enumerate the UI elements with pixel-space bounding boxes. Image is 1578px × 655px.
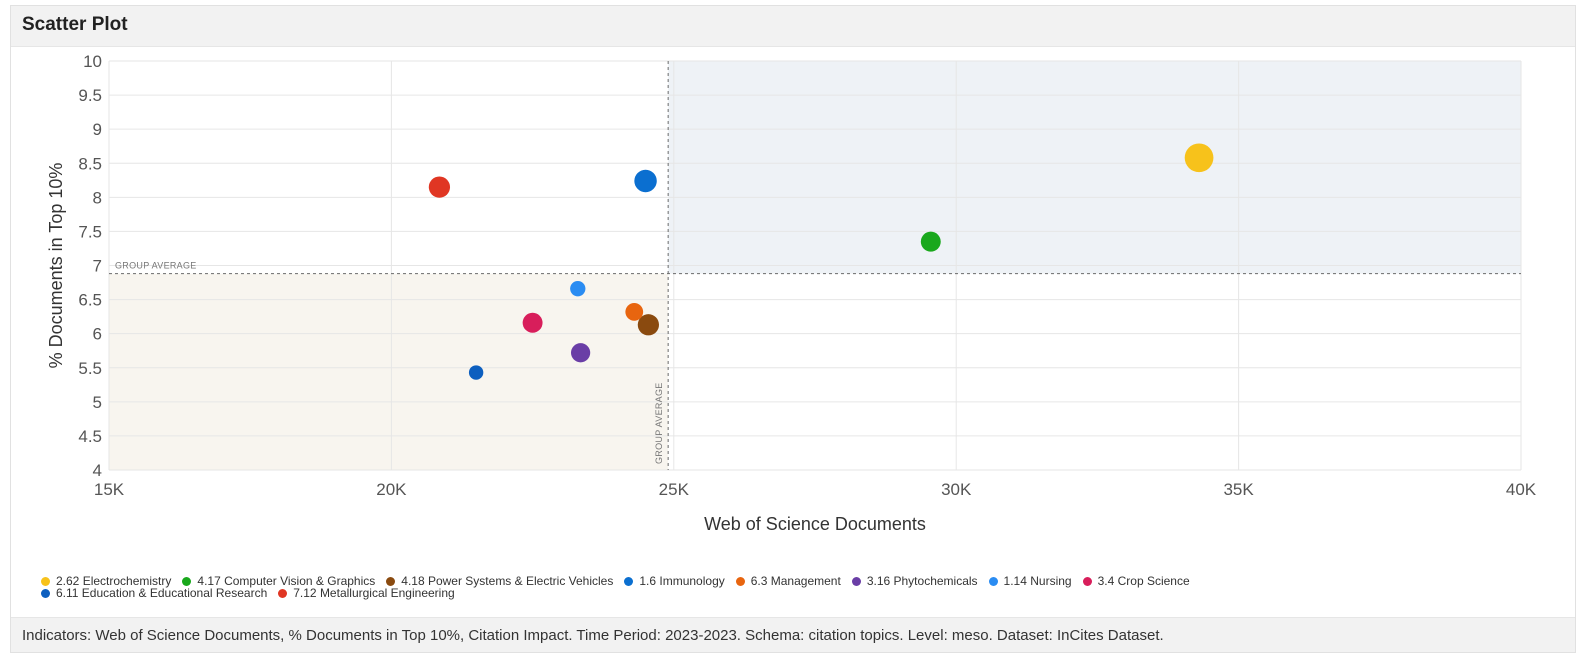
- bubble-point: [920, 231, 941, 252]
- legend-label: 1.6 Immunology: [639, 574, 725, 588]
- legend-label: 6.3 Management: [750, 574, 841, 588]
- y-tick-label: 4: [93, 461, 102, 480]
- lower-left-quadrant: [109, 273, 669, 470]
- bubble-point: [634, 169, 657, 193]
- x-axis-title: Web of Science Documents: [704, 514, 926, 534]
- legend-label: 7.12 Metallurgical Engineering: [293, 586, 455, 600]
- legend-label: 4.17 Computer Vision & Graphics: [197, 574, 376, 588]
- footer-text: Indicators: Web of Science Documents, % …: [22, 627, 1164, 644]
- legend-item[interactable]: 2.62 Electrochemistry: [41, 575, 171, 587]
- legend-color-dot: [624, 576, 634, 586]
- x-tick-label: 35K: [1223, 480, 1254, 499]
- y-tick-label: 5: [93, 393, 102, 412]
- legend-label: 3.16 Phytochemicals: [866, 574, 978, 588]
- legend-row: 6.11 Education & Educational Research 7.1…: [41, 587, 1341, 599]
- y-tick-label: 6.5: [78, 291, 102, 310]
- y-tick-label: 4.5: [78, 427, 102, 446]
- bubble-point: [625, 302, 644, 321]
- legend-item[interactable]: 3.16 Phytochemicals: [851, 574, 978, 588]
- x-tick-label: 40K: [1506, 480, 1537, 499]
- legend-label: 3.4 Crop Science: [1097, 574, 1190, 588]
- y-tick-label: 9.5: [78, 86, 102, 105]
- indicators-footer: Indicators: Web of Science Documents, % …: [11, 617, 1575, 652]
- y-tick-label: 6: [93, 325, 102, 344]
- bubble-point: [570, 281, 586, 297]
- legend-item[interactable]: 4.18 Power Systems & Electric Vehicles: [386, 575, 613, 587]
- x-group-average-label: GROUP AVERAGE: [654, 382, 664, 464]
- legend-item[interactable]: 6.11 Education & Educational Research: [41, 587, 267, 599]
- legend-color-dot: [851, 576, 861, 586]
- y-tick-label: 10: [83, 52, 102, 71]
- legend-label: 1.14 Nursing: [1003, 574, 1072, 588]
- legend-row: 2.62 Electrochemistry 4.17 Computer Visio…: [41, 575, 1341, 587]
- legend-color-dot: [41, 576, 50, 586]
- upper-right-quadrant: [668, 61, 1521, 274]
- bubble-point: [428, 176, 451, 198]
- x-tick-label: 30K: [941, 480, 972, 499]
- chart-legend: 2.62 Electrochemistry 4.17 Computer Visio…: [41, 575, 1341, 599]
- legend-color-dot: [278, 588, 288, 598]
- legend-item[interactable]: 4.17 Computer Vision & Graphics: [182, 575, 375, 587]
- legend-item[interactable]: 1.14 Nursing: [988, 574, 1072, 588]
- legend-color-dot: [182, 576, 192, 586]
- y-tick-label: 9: [93, 120, 102, 139]
- legend-color-dot: [41, 588, 50, 598]
- legend-item[interactable]: 3.4 Crop Science: [1082, 574, 1190, 588]
- y-tick-label: 7: [93, 257, 102, 276]
- legend-color-dot: [735, 576, 745, 586]
- bubble-point: [570, 343, 591, 363]
- legend-label: 6.11 Education & Educational Research: [56, 586, 268, 600]
- y-tick-label: 8: [93, 188, 102, 207]
- bubble-point: [1184, 143, 1214, 173]
- legend-label: 4.18 Power Systems & Electric Vehicles: [401, 574, 614, 588]
- bubble-point: [637, 314, 660, 336]
- legend-item[interactable]: 6.3 Management: [735, 574, 841, 588]
- legend-color-dot: [988, 576, 998, 586]
- bubble-point: [468, 365, 484, 380]
- bubble-point: [522, 312, 543, 333]
- y-tick-label: 8.5: [78, 154, 102, 173]
- y-axis-title: % Documents in Top 10%: [46, 163, 66, 369]
- legend-item[interactable]: 7.12 Metallurgical Engineering: [278, 586, 455, 600]
- legend-item[interactable]: 1.6 Immunology: [624, 574, 725, 588]
- legend-color-dot: [1082, 576, 1092, 586]
- legend-color-dot: [386, 576, 396, 586]
- x-tick-label: 15K: [94, 480, 125, 499]
- y-tick-label: 5.5: [78, 359, 102, 378]
- panel-title: Scatter Plot: [22, 14, 128, 35]
- y-group-average-label: GROUP AVERAGE: [115, 261, 197, 271]
- y-tick-label: 7.5: [78, 222, 102, 241]
- x-tick-label: 25K: [659, 480, 690, 499]
- x-tick-label: 20K: [376, 480, 407, 499]
- legend-label: 2.62 Electrochemistry: [56, 574, 172, 588]
- panel-header: Scatter Plot: [11, 6, 1575, 47]
